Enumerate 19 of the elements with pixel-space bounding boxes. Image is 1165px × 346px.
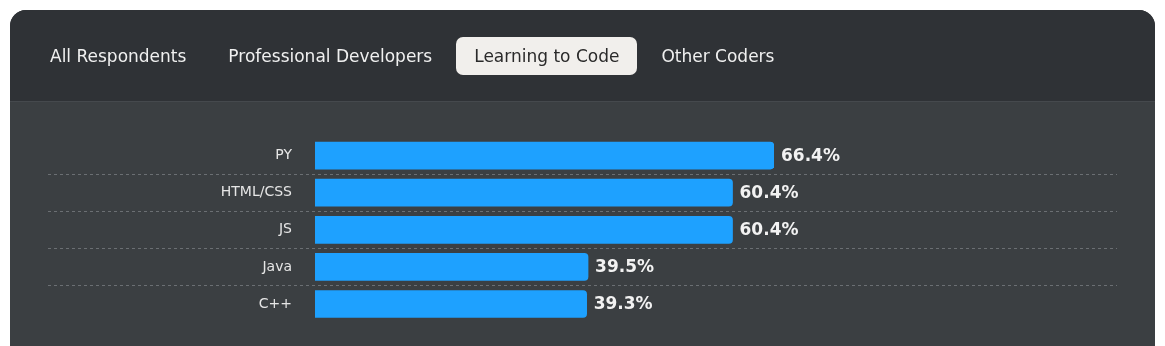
text: All Respondents (49, 44, 188, 68)
data-label: 60.4% (739, 182, 799, 203)
y-tick-label: HTML/CSS (220, 183, 293, 200)
text: Professional Developers (227, 44, 434, 68)
y-tick-label: C++ (258, 294, 292, 311)
data-label: 66.4% (781, 144, 840, 165)
bar (315, 178, 733, 207)
text: Learning to Code (456, 36, 638, 75)
data-label: 60.4% (739, 219, 799, 240)
y-tick-label: PY (275, 146, 293, 163)
data-label: 39.5% (595, 256, 655, 277)
bar (315, 215, 733, 244)
bar (315, 290, 587, 318)
bar (315, 253, 589, 281)
text: Other Coders (660, 44, 776, 68)
y-tick-label: Java (261, 257, 292, 274)
data-label: 39.3% (593, 293, 653, 314)
bar (315, 141, 774, 170)
y-tick-label: JS (277, 220, 293, 237)
